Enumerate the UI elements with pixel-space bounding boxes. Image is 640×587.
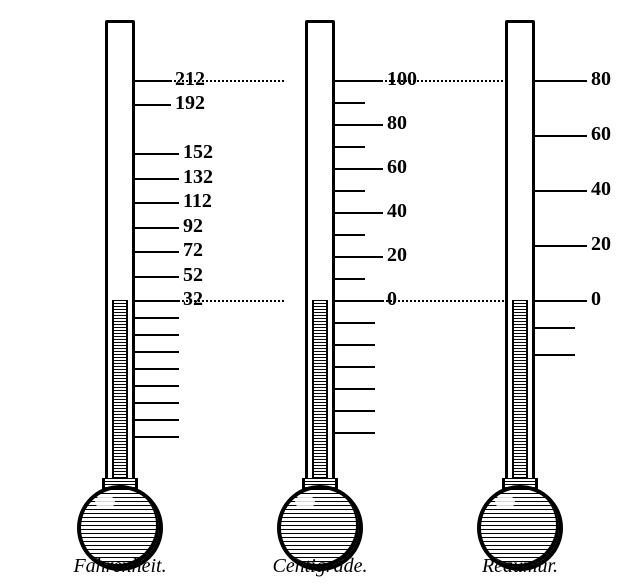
thermometer-centigrade: 100806040200: [230, 20, 410, 560]
tick-below-zero: [335, 344, 375, 346]
thermometer-fahrenheit: 212192 15213211292725232: [30, 20, 210, 560]
tick-label: 212: [175, 68, 205, 91]
tick-minor: [335, 102, 365, 104]
tick-major: [135, 153, 179, 155]
tick-major: [135, 251, 179, 253]
mercury-column: [112, 300, 128, 488]
tick-major: [135, 300, 179, 302]
tick-below-zero: [335, 432, 375, 434]
tube-cap: [108, 20, 132, 23]
tick-below-zero: [135, 351, 179, 353]
tick-major: [335, 256, 383, 258]
tick-major: [135, 80, 171, 82]
tick-below-zero: [335, 410, 375, 412]
tick-major: [335, 80, 383, 82]
tick-minor: [335, 190, 365, 192]
tube-cap: [508, 20, 532, 23]
tick-major: [135, 104, 171, 106]
tick-major: [335, 300, 383, 302]
tick-label: 112: [183, 190, 212, 213]
caption-fahrenheit: Fahrenheit.: [30, 555, 210, 578]
tick-below-zero: [135, 317, 179, 319]
mercury-column: [512, 300, 528, 488]
tick-minor: [335, 278, 365, 280]
tick-label: 40: [387, 200, 407, 223]
tick-major: [335, 212, 383, 214]
tick-label: 40: [591, 178, 611, 201]
tick-label: 100: [387, 68, 417, 91]
tick-major: [335, 124, 383, 126]
tick-label: 80: [591, 68, 611, 91]
tick-major: [135, 227, 179, 229]
tick-below-zero: [135, 419, 179, 421]
tick-below-zero: [335, 388, 375, 390]
tick-below-zero: [535, 327, 575, 329]
tick-label: 132: [183, 166, 213, 189]
mercury-column: [312, 300, 328, 488]
tick-minor: [335, 234, 365, 236]
tick-minor: [335, 146, 365, 148]
tick-label: 0: [591, 288, 601, 311]
tick-label: 20: [591, 233, 611, 256]
tick-major: [535, 80, 587, 82]
tick-label: 80: [387, 112, 407, 135]
caption-centigrade: Centigrade.: [230, 555, 410, 578]
tick-major: [535, 190, 587, 192]
tick-below-zero: [335, 322, 375, 324]
tick-label: 92: [183, 215, 203, 238]
tick-major: [535, 245, 587, 247]
tick-below-zero: [335, 366, 375, 368]
tick-major: [535, 135, 587, 137]
tick-below-zero: [135, 385, 179, 387]
tick-label: 60: [387, 156, 407, 179]
tick-label: 72: [183, 239, 203, 262]
tick-label: 152: [183, 141, 213, 164]
tick-label: 60: [591, 123, 611, 146]
diagram-stage: 212192 15213211292725232 Fahrenheit. 100 8…: [0, 0, 640, 587]
tick-below-zero: [135, 436, 179, 438]
tick-below-zero: [135, 368, 179, 370]
tick-major: [135, 276, 179, 278]
tick-major: [135, 178, 179, 180]
tick-below-zero: [135, 334, 179, 336]
tick-label: 52: [183, 264, 203, 287]
tick-below-zero: [135, 402, 179, 404]
tick-label: 32: [183, 288, 203, 311]
tick-below-zero: [535, 354, 575, 356]
tube-cap: [308, 20, 332, 23]
tick-major: [335, 168, 383, 170]
tick-label: 192: [175, 92, 205, 115]
tick-label: 20: [387, 244, 407, 267]
thermometer-reaumur: 80 60 40 20 0: [430, 20, 610, 560]
caption-reaumur: Reaumur.: [430, 555, 610, 578]
tick-label: 0: [387, 288, 397, 311]
tick-major: [135, 202, 179, 204]
tick-major: [535, 300, 587, 302]
